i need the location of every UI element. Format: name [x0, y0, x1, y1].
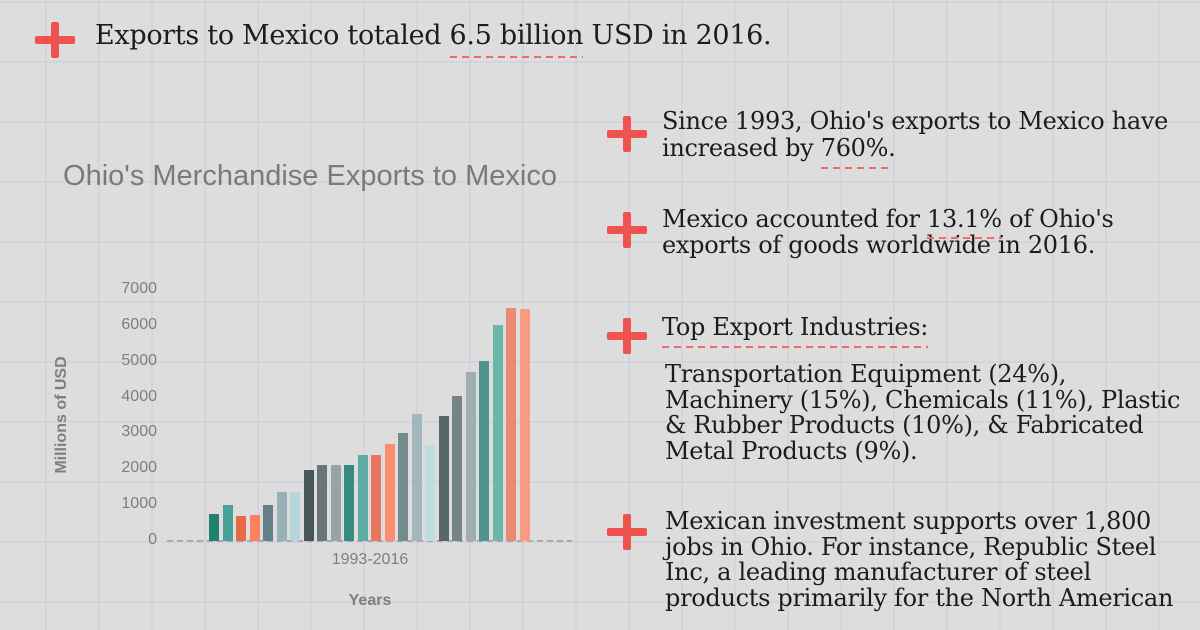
y-tick-label: 0 [148, 531, 157, 548]
headline-text-after: USD in 2016. [583, 20, 772, 51]
bar-2008 [411, 414, 422, 541]
bar-2001 [317, 464, 327, 541]
plus-icon [607, 318, 647, 354]
chart-title: Ohio's Merchandise Exports to Mexico [63, 160, 557, 192]
y-tick-label: 5000 [121, 351, 157, 369]
bar-1998 [276, 491, 287, 541]
bar-1995 [236, 515, 246, 541]
plus-icon [607, 514, 647, 550]
y-tick-label: 7000 [121, 280, 157, 297]
fact-text: Since 1993, Ohio's exports to Mexico hav… [662, 107, 1169, 162]
bar-2011 [452, 396, 462, 541]
bar-1999 [290, 491, 300, 541]
bar-2000 [303, 470, 314, 541]
fact-highlight: 760% [820, 134, 889, 169]
bar-2016 [519, 309, 530, 541]
bar-2010 [438, 415, 449, 541]
industries-heading: Top Export Industries: [662, 313, 929, 348]
bar-2007 [398, 433, 408, 541]
fact-industries-list: Transportation Equipment (24%), Machiner… [665, 360, 1181, 465]
bar-2009 [425, 444, 435, 541]
bar-1994 [222, 505, 233, 541]
bar-1997 [263, 505, 273, 541]
x-axis-baseline [167, 540, 572, 542]
bar-2015 [506, 308, 516, 541]
fact-export-growth: Since 1993, Ohio's exports to Mexico hav… [662, 107, 1182, 169]
bar-2014 [492, 325, 503, 541]
x-axis-tick: 1993-2016 [331, 551, 409, 568]
bar-2005 [371, 454, 381, 541]
plus-icon [607, 212, 647, 248]
headline: Exports to Mexico totaled 6.5 billion US… [95, 20, 772, 58]
fact-text: Mexico accounted for [662, 205, 928, 233]
bar-2003 [344, 464, 354, 541]
plus-icon [607, 116, 647, 152]
headline-text-before: Exports to Mexico totaled [95, 20, 450, 51]
bar-2006 [384, 444, 395, 541]
bar-2012 [465, 372, 476, 541]
fact-investment: Mexican investment supports over 1,800 j… [665, 507, 1174, 612]
bar-2002 [330, 464, 341, 541]
fact-industries-heading: Top Export Industries: [662, 313, 929, 348]
bar-1993 [209, 514, 219, 541]
bar-2004 [357, 454, 368, 541]
x-axis-label: Years [348, 592, 392, 609]
fact-text: of Ohio's exports of goods worldwide in … [662, 205, 1114, 259]
fact-export-share: Mexico accounted for 13.1% of Ohio's exp… [662, 206, 1182, 258]
plus-icon [35, 22, 75, 58]
y-axis-label: Millions of USD [53, 356, 70, 474]
y-tick-label: 4000 [121, 387, 157, 405]
y-tick-label: 2000 [121, 459, 157, 477]
fact-highlight: 13.1% [927, 205, 1002, 239]
y-tick-label: 1000 [121, 495, 157, 513]
bar-1996 [249, 515, 260, 541]
headline-highlight: 6.5 billion [449, 20, 584, 58]
bar-2013 [479, 361, 489, 541]
fact-text: . [888, 134, 896, 162]
y-tick-label: 6000 [121, 315, 157, 333]
y-tick-label: 3000 [121, 423, 157, 441]
